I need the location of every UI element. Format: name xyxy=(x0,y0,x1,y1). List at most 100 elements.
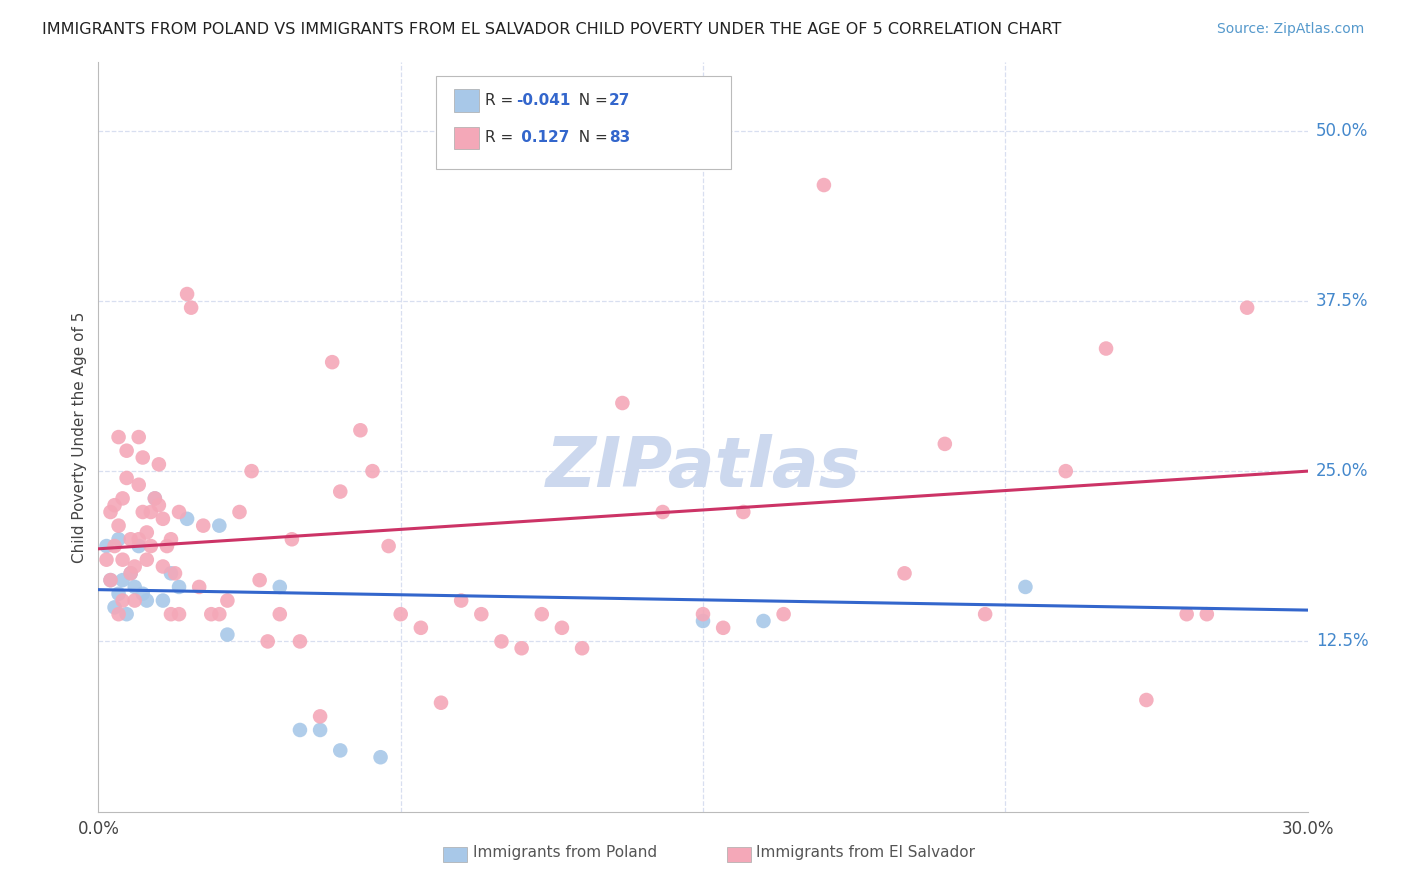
Point xyxy=(107,533,129,547)
Point xyxy=(107,587,129,601)
Point xyxy=(1236,301,1258,315)
Point xyxy=(1195,607,1218,622)
Point xyxy=(128,533,150,547)
Point xyxy=(148,458,170,472)
Point xyxy=(107,607,129,622)
Point xyxy=(193,518,215,533)
Point xyxy=(135,552,157,566)
Point xyxy=(111,593,134,607)
Text: 37.5%: 37.5% xyxy=(1316,292,1368,310)
Point xyxy=(167,580,190,594)
Text: N =: N = xyxy=(569,93,613,108)
Point xyxy=(772,607,794,622)
Point xyxy=(96,539,118,553)
Point xyxy=(692,614,714,628)
Text: 0.127: 0.127 xyxy=(516,130,569,145)
Point xyxy=(103,600,125,615)
Text: ZIPatlas: ZIPatlas xyxy=(546,434,860,500)
Point xyxy=(733,505,755,519)
Point xyxy=(120,566,142,581)
Point xyxy=(139,539,162,553)
Point xyxy=(124,593,146,607)
Point xyxy=(103,498,125,512)
Point xyxy=(96,552,118,566)
Point xyxy=(893,566,915,581)
Point xyxy=(128,477,150,491)
Point xyxy=(329,743,352,757)
Point xyxy=(115,443,138,458)
Point xyxy=(1014,580,1036,594)
Point xyxy=(228,505,250,519)
Bar xyxy=(443,847,467,862)
Bar xyxy=(727,847,751,862)
Point xyxy=(612,396,634,410)
Point xyxy=(200,607,222,622)
Point xyxy=(974,607,997,622)
Point xyxy=(281,533,304,547)
Point xyxy=(139,505,162,519)
Point xyxy=(269,607,291,622)
Point xyxy=(120,566,142,581)
Point xyxy=(135,525,157,540)
Point xyxy=(111,573,134,587)
Point xyxy=(111,491,134,506)
Point xyxy=(510,641,533,656)
Point xyxy=(208,607,231,622)
Point xyxy=(329,484,352,499)
Text: 12.5%: 12.5% xyxy=(1316,632,1368,650)
Y-axis label: Child Poverty Under the Age of 5: Child Poverty Under the Age of 5 xyxy=(72,311,87,563)
Point xyxy=(143,491,166,506)
Point xyxy=(176,287,198,301)
Point xyxy=(1175,607,1198,622)
Point xyxy=(156,539,179,553)
Point xyxy=(450,593,472,607)
Text: Immigrants from Poland: Immigrants from Poland xyxy=(474,846,658,861)
Point xyxy=(321,355,343,369)
Point xyxy=(115,607,138,622)
Point xyxy=(309,709,332,723)
Point xyxy=(163,566,186,581)
Point xyxy=(692,607,714,622)
Point xyxy=(120,533,142,547)
Point xyxy=(430,696,453,710)
Point xyxy=(176,512,198,526)
Point xyxy=(160,566,183,581)
Point xyxy=(128,430,150,444)
Point xyxy=(288,634,311,648)
Point xyxy=(107,430,129,444)
Point xyxy=(100,573,122,587)
Point xyxy=(1095,342,1118,356)
Point xyxy=(651,505,673,519)
Point xyxy=(813,178,835,192)
Point xyxy=(361,464,384,478)
Point xyxy=(100,505,122,519)
Point xyxy=(551,621,574,635)
Text: R =: R = xyxy=(485,130,523,145)
Point xyxy=(128,539,150,553)
Point xyxy=(160,533,183,547)
Point xyxy=(249,573,271,587)
Text: Source: ZipAtlas.com: Source: ZipAtlas.com xyxy=(1216,22,1364,37)
Point xyxy=(349,423,371,437)
Point xyxy=(111,552,134,566)
Point xyxy=(115,471,138,485)
Point xyxy=(240,464,263,478)
Text: 27: 27 xyxy=(609,93,630,108)
Point xyxy=(208,518,231,533)
Point xyxy=(160,607,183,622)
Point xyxy=(152,559,174,574)
Text: Immigrants from El Salvador: Immigrants from El Salvador xyxy=(756,846,976,861)
Point xyxy=(288,723,311,737)
Point xyxy=(269,580,291,594)
Point xyxy=(377,539,399,553)
Point xyxy=(752,614,775,628)
Point xyxy=(491,634,513,648)
Point xyxy=(135,593,157,607)
Point xyxy=(711,621,734,635)
Point xyxy=(217,627,239,641)
Point xyxy=(124,559,146,574)
Text: 25.0%: 25.0% xyxy=(1316,462,1368,480)
Point xyxy=(167,505,190,519)
Point xyxy=(389,607,412,622)
Point xyxy=(530,607,553,622)
